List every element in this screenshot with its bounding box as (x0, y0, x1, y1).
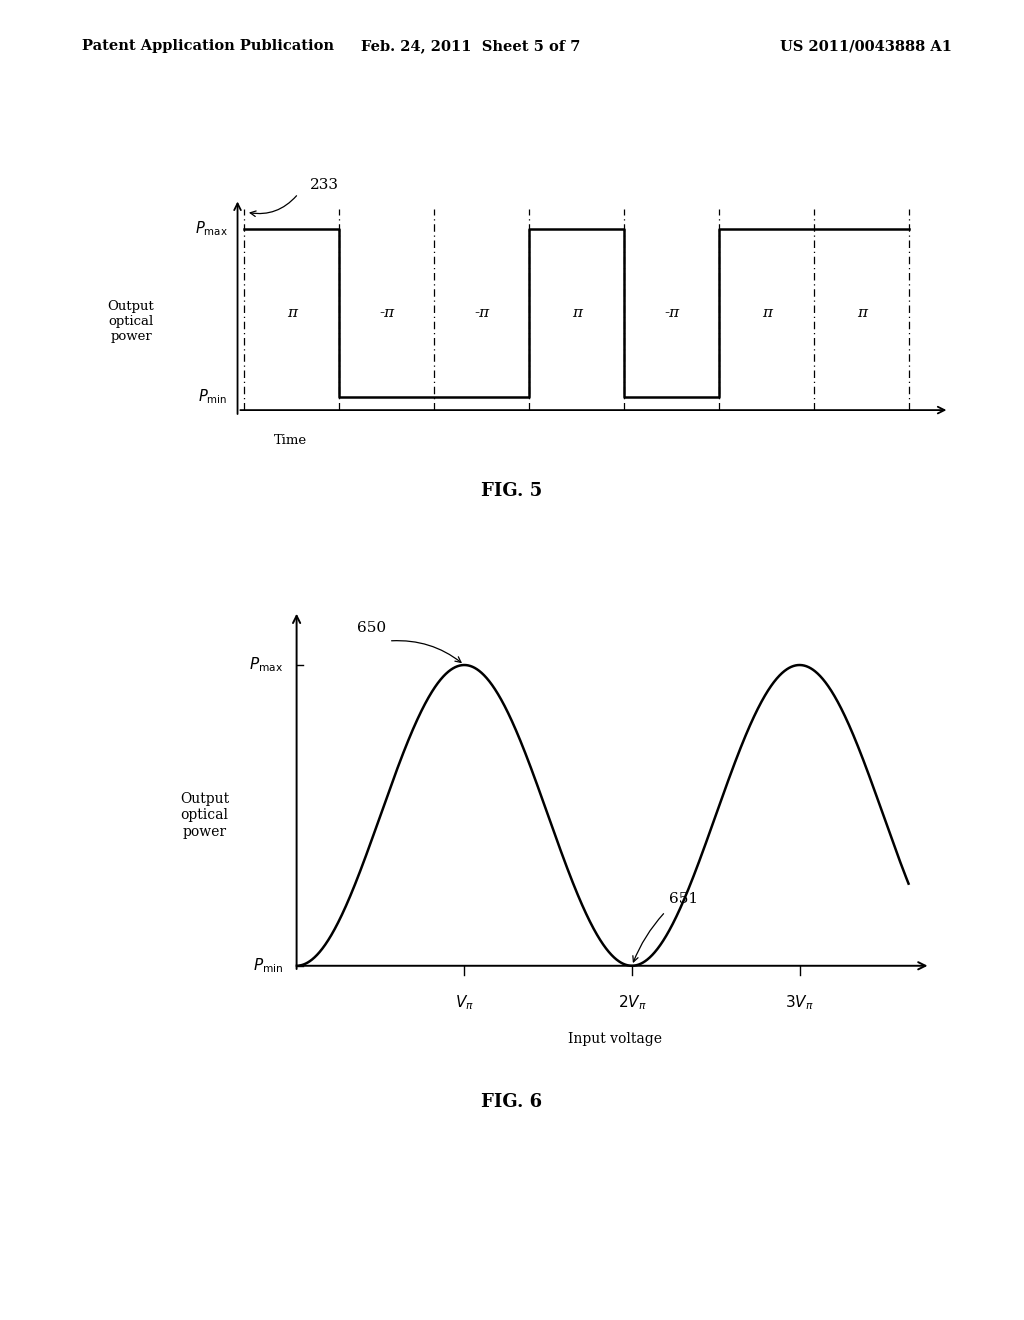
Text: -π: -π (474, 306, 489, 319)
Text: -π: -π (665, 306, 679, 319)
Text: $2V_{\pi}$: $2V_{\pi}$ (617, 993, 646, 1011)
Text: Output
optical
power: Output optical power (108, 300, 155, 343)
Text: $P_{\mathrm{min}}$: $P_{\mathrm{min}}$ (253, 957, 284, 975)
Text: US 2011/0043888 A1: US 2011/0043888 A1 (780, 40, 952, 53)
Text: Patent Application Publication: Patent Application Publication (82, 40, 334, 53)
Text: 650: 650 (357, 620, 387, 635)
Text: $V_{\pi}$: $V_{\pi}$ (455, 993, 474, 1011)
Text: 651: 651 (669, 891, 698, 906)
Text: Input voltage: Input voltage (568, 1032, 663, 1045)
Text: Time: Time (274, 433, 307, 446)
Text: $P_{\mathrm{max}}$: $P_{\mathrm{max}}$ (249, 656, 284, 675)
Text: 233: 233 (309, 178, 339, 191)
Text: -π: -π (379, 306, 394, 319)
Text: $3V_{\pi}$: $3V_{\pi}$ (785, 993, 814, 1011)
Text: $P_{\mathrm{min}}$: $P_{\mathrm{min}}$ (199, 387, 227, 407)
Text: $P_{\mathrm{max}}$: $P_{\mathrm{max}}$ (195, 219, 227, 238)
Text: FIG. 6: FIG. 6 (481, 1093, 543, 1111)
Text: π: π (857, 306, 867, 319)
Text: π: π (571, 306, 582, 319)
Text: π: π (762, 306, 772, 319)
Text: Feb. 24, 2011  Sheet 5 of 7: Feb. 24, 2011 Sheet 5 of 7 (361, 40, 581, 53)
Text: Output
optical
power: Output optical power (180, 792, 229, 838)
Text: π: π (287, 306, 297, 319)
Text: FIG. 5: FIG. 5 (481, 482, 543, 500)
